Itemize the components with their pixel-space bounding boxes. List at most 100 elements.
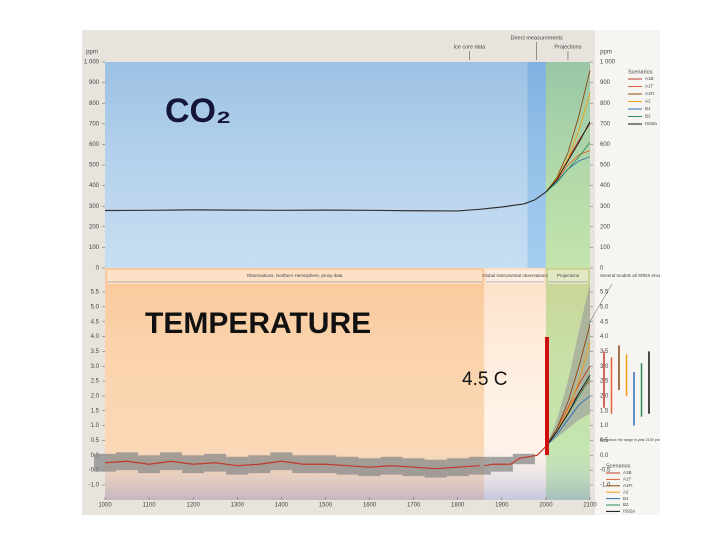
y-tick-label: 1.0 <box>91 423 100 429</box>
y-tick-label-right: 300 <box>600 204 611 210</box>
region-header <box>547 270 588 284</box>
co2-title: CO₂ <box>165 92 231 130</box>
x-tick-label: 1700 <box>407 503 421 509</box>
y-tick-label-right: 0.5 <box>600 438 609 444</box>
y-tick-label: 1.5 <box>91 408 100 414</box>
range-marker <box>545 337 549 455</box>
y-tick-label-right: 700 <box>600 121 611 127</box>
y-tick-label-right: 4.5 <box>600 319 609 325</box>
x-tick-label: 2000 <box>539 503 553 509</box>
y-tick-label-right: -0.5 <box>600 468 611 474</box>
y-tick-label: 3.5 <box>91 349 100 355</box>
y-tick-label-right: 0.0 <box>600 453 609 459</box>
legend-label: A1FI <box>623 483 633 488</box>
shade <box>105 62 590 268</box>
region-header <box>486 270 544 284</box>
temperature-title: TEMPERATURE <box>145 307 371 340</box>
y-tick-label-right: 5.5 <box>600 290 609 296</box>
x-tick-label: 1500 <box>319 503 333 509</box>
y-tick-label: 2.5 <box>91 379 100 385</box>
x-tick-label: 1000 <box>98 503 112 509</box>
legend-title: Scenarios <box>628 69 653 75</box>
series-line <box>545 374 591 447</box>
x-tick-label: 1800 <box>451 503 465 509</box>
x-tick-label: 1900 <box>495 503 509 509</box>
x-tick-label: 1400 <box>275 503 289 509</box>
y-tick-label: 600 <box>89 142 100 148</box>
series-line <box>545 92 591 193</box>
y-tick-label-right: -1.0 <box>600 483 611 489</box>
region-label: Observations, Northern Hemisphere, proxy… <box>247 273 343 278</box>
region-label: Direct measurements <box>511 35 564 41</box>
series-line <box>104 191 547 212</box>
y-axis-label: ppm <box>86 50 98 56</box>
legend-label: A2 <box>645 99 651 104</box>
y-tick-label-right: 500 <box>600 163 611 169</box>
y-tick-label-right: 4.0 <box>600 334 609 340</box>
y-tick-label: -1.0 <box>89 483 100 489</box>
x-tick-label: 1200 <box>187 503 201 509</box>
series-line <box>484 445 547 467</box>
y-tick-label: 900 <box>89 80 100 86</box>
uncertainty-band <box>512 453 535 465</box>
y-tick-label: 1 000 <box>84 60 100 66</box>
range-annotation: 4.5 C <box>462 369 507 390</box>
y-tick-label: 5.0 <box>91 304 100 310</box>
legend-label: A1B <box>645 76 654 81</box>
region-label: Projections <box>557 273 580 278</box>
y-tick-label-right: 100 <box>600 245 611 251</box>
legend-title: Scenarios <box>606 463 631 469</box>
y-tick-label-right: 800 <box>600 101 611 107</box>
y-tick-label-right: 600 <box>600 142 611 148</box>
y-tick-label: 0 <box>96 266 100 272</box>
y-tick-label: 800 <box>89 101 100 107</box>
pointer <box>587 283 613 326</box>
legend-panel <box>595 30 660 515</box>
y-tick-label: 500 <box>89 163 100 169</box>
y-tick-label: 0.5 <box>91 438 100 444</box>
y-tick-label-right: 200 <box>600 224 611 230</box>
region-label: Projections <box>554 44 581 50</box>
legend-label: B2 <box>623 502 629 507</box>
x-tick-label: 1600 <box>363 503 377 509</box>
y-tick-label: 400 <box>89 183 100 189</box>
series-line <box>545 324 591 447</box>
y-axis-label-right: ppm <box>600 50 612 56</box>
legend-label: A1FI <box>645 91 655 96</box>
y-tick-label: 200 <box>89 224 100 230</box>
region-label: Ice core data <box>453 44 486 50</box>
legend-label: A1T <box>623 477 632 482</box>
y-tick-label: 5.5 <box>91 290 100 296</box>
legend-label: A2 <box>623 489 629 494</box>
y-tick-label-right: 1 000 <box>600 60 616 66</box>
legend-label: B1 <box>645 106 651 111</box>
y-tick-label: 100 <box>89 245 100 251</box>
y-tick-label-right: 1.0 <box>600 423 609 429</box>
y-tick-label: 300 <box>89 204 100 210</box>
legend-label: A1T <box>645 84 654 89</box>
legend-label: IS92a <box>623 509 635 514</box>
y-tick-label: 2.0 <box>91 394 100 400</box>
legend-label: B1 <box>623 496 629 501</box>
figure: Ice core data Direct measurements Projecti… <box>82 30 700 515</box>
y-tick-label-right: 1.5 <box>600 408 609 414</box>
y-tick-label: 4.0 <box>91 334 100 340</box>
region-label: Global instrumental observations <box>482 273 548 278</box>
x-tick-label: 1300 <box>231 503 245 509</box>
x-tick-label: 1100 <box>143 503 157 509</box>
y-tick-label-right: 900 <box>600 80 611 86</box>
region-header <box>107 270 483 284</box>
y-tick-label: 4.5 <box>91 319 100 325</box>
y-tick-label-right: 5.0 <box>600 304 609 310</box>
legend-label: A1B <box>623 470 632 475</box>
series-line <box>545 121 591 193</box>
y-tick-label: 700 <box>89 121 100 127</box>
legend-label: IS92a <box>645 121 657 126</box>
y-tick-label-right: 400 <box>600 183 611 189</box>
bars-label: Bars show the range in year 2100 produce… <box>600 438 700 442</box>
legend-label: B2 <box>645 114 651 119</box>
y-tick-label-right: 0 <box>600 266 604 272</box>
series-line <box>545 395 591 447</box>
series-line <box>545 142 591 193</box>
